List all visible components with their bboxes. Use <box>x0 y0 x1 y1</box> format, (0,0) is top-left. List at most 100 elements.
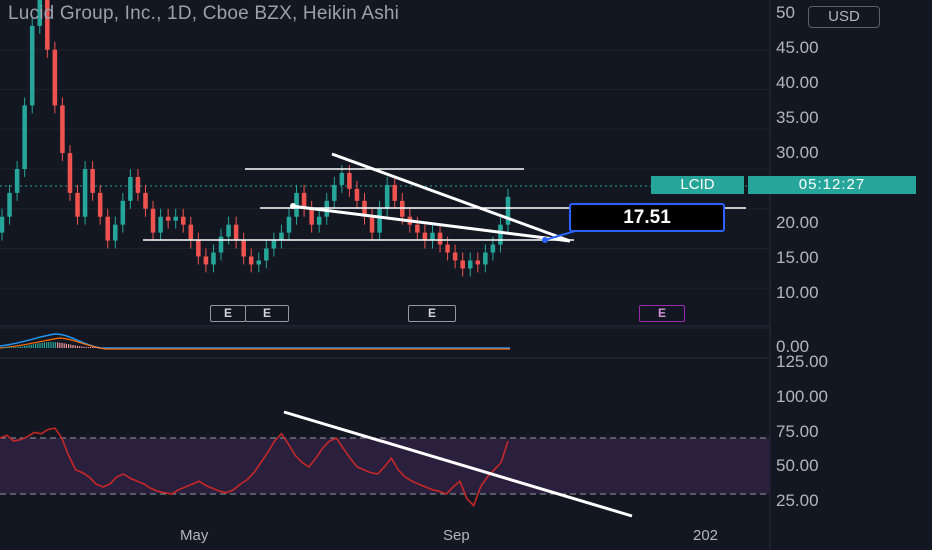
candle-body <box>430 232 435 241</box>
candle-body <box>37 0 43 26</box>
trendline-anchor[interactable] <box>290 203 296 209</box>
future-earnings-marker[interactable]: E <box>639 305 685 322</box>
macd-histogram-bar <box>41 342 43 348</box>
candle-body <box>362 200 367 217</box>
rsi-axis-label: 125.00 <box>776 352 828 371</box>
candle-body <box>505 196 511 225</box>
candle-body <box>218 236 224 253</box>
candle-body <box>256 260 262 265</box>
candle-body <box>67 153 73 193</box>
price-axis-label: 45.00 <box>776 38 819 57</box>
macd-histogram-bar <box>10 347 12 348</box>
macd-histogram-bar <box>52 342 54 348</box>
macd-histogram-bar <box>94 347 96 348</box>
candle-body <box>301 192 307 209</box>
macd-histogram-bar <box>19 346 21 348</box>
rsi-pane <box>0 410 770 518</box>
price-axis-label: 40.00 <box>776 73 819 92</box>
candle-body <box>445 244 450 253</box>
macd-histogram-bar <box>28 345 30 348</box>
macd-histogram-bar <box>74 345 76 348</box>
earnings-marker[interactable]: E <box>210 305 246 322</box>
macd-pane <box>0 333 510 350</box>
candle-body <box>286 216 292 233</box>
candle-body <box>294 192 299 217</box>
candle-body <box>467 260 473 269</box>
signal-line <box>0 337 510 350</box>
macd-histogram-bar <box>83 346 85 348</box>
macd-histogram-bar <box>72 345 74 348</box>
candle-body <box>264 248 269 261</box>
candle-body <box>483 252 488 265</box>
price-axis-label: 20.00 <box>776 213 819 232</box>
macd-histogram-bar <box>4 347 6 348</box>
macd-histogram-bar <box>37 343 39 348</box>
macd-histogram-bar <box>30 344 32 348</box>
candle-body <box>75 192 80 217</box>
macd-histogram-bar <box>17 346 19 348</box>
candle-body <box>173 216 178 221</box>
rsi-axis-label: 75.00 <box>776 422 819 441</box>
symbol-price-badge: LCID <box>651 176 744 194</box>
macd-histogram-bar <box>24 345 26 348</box>
candle-body <box>188 224 194 241</box>
macd-histogram <box>2 342 100 348</box>
candle-body <box>354 188 360 201</box>
time-axis-label: 202 <box>693 527 719 544</box>
candle-body <box>128 176 133 201</box>
candle-body <box>52 49 58 106</box>
macd-histogram-bar <box>13 347 15 348</box>
price-callout-label[interactable]: 17.51 <box>569 203 725 232</box>
macd-histogram-bar <box>26 345 28 348</box>
macd-histogram-bar <box>21 346 23 348</box>
macd-histogram-bar <box>98 347 100 348</box>
macd-histogram-bar <box>61 342 63 348</box>
macd-histogram-bar <box>81 346 83 348</box>
upper-wedge-trendline[interactable] <box>331 152 571 243</box>
callout-anchor[interactable] <box>542 237 548 243</box>
macd-histogram-bar <box>92 347 94 348</box>
candle-body <box>45 0 50 50</box>
macd-axis-label: 0.00 <box>776 337 810 356</box>
candle-body <box>309 208 314 225</box>
candle-body <box>203 256 209 265</box>
candle-body <box>369 216 375 233</box>
candle-body <box>316 216 322 225</box>
macd-histogram-bar <box>35 343 37 348</box>
macd-histogram-bar <box>68 344 70 348</box>
candle-body <box>332 184 337 201</box>
macd-histogram-bar <box>43 342 45 348</box>
macd-histogram-bar <box>90 347 92 348</box>
earnings-marker[interactable]: E <box>245 305 289 322</box>
candle-body <box>400 200 405 217</box>
candle-body <box>135 176 141 193</box>
currency-selector[interactable]: USD <box>808 6 880 28</box>
candle-body <box>271 240 277 249</box>
candle-body <box>60 105 65 154</box>
earnings-marker[interactable]: E <box>408 305 456 322</box>
candle-body <box>211 252 216 265</box>
macd-histogram-bar <box>39 342 41 348</box>
macd-histogram-bar <box>79 346 81 348</box>
lower-wedge-trendline[interactable] <box>290 204 571 243</box>
candle-body <box>437 232 443 245</box>
rsi-trendline[interactable] <box>283 410 633 518</box>
candles <box>0 0 511 277</box>
macd-histogram-bar <box>50 342 52 348</box>
candle-body <box>279 232 284 241</box>
macd-histogram-bar <box>54 342 56 348</box>
price-axis-label: 15.00 <box>776 248 819 267</box>
candle-body <box>165 216 171 221</box>
candle-body <box>105 216 110 241</box>
candle-body <box>158 216 163 233</box>
candle-body <box>150 208 156 233</box>
rsi-line <box>0 427 509 508</box>
candle-body <box>180 216 186 225</box>
symbol-title[interactable]: Lucid Group, Inc., 1D, Cboe BZX, Heikin … <box>8 3 400 24</box>
candle-body <box>29 25 35 106</box>
candle-body <box>82 169 88 217</box>
candle-body <box>347 173 352 189</box>
candle-body <box>415 224 420 233</box>
bar-countdown-badge: 05:12:27 <box>748 176 916 194</box>
